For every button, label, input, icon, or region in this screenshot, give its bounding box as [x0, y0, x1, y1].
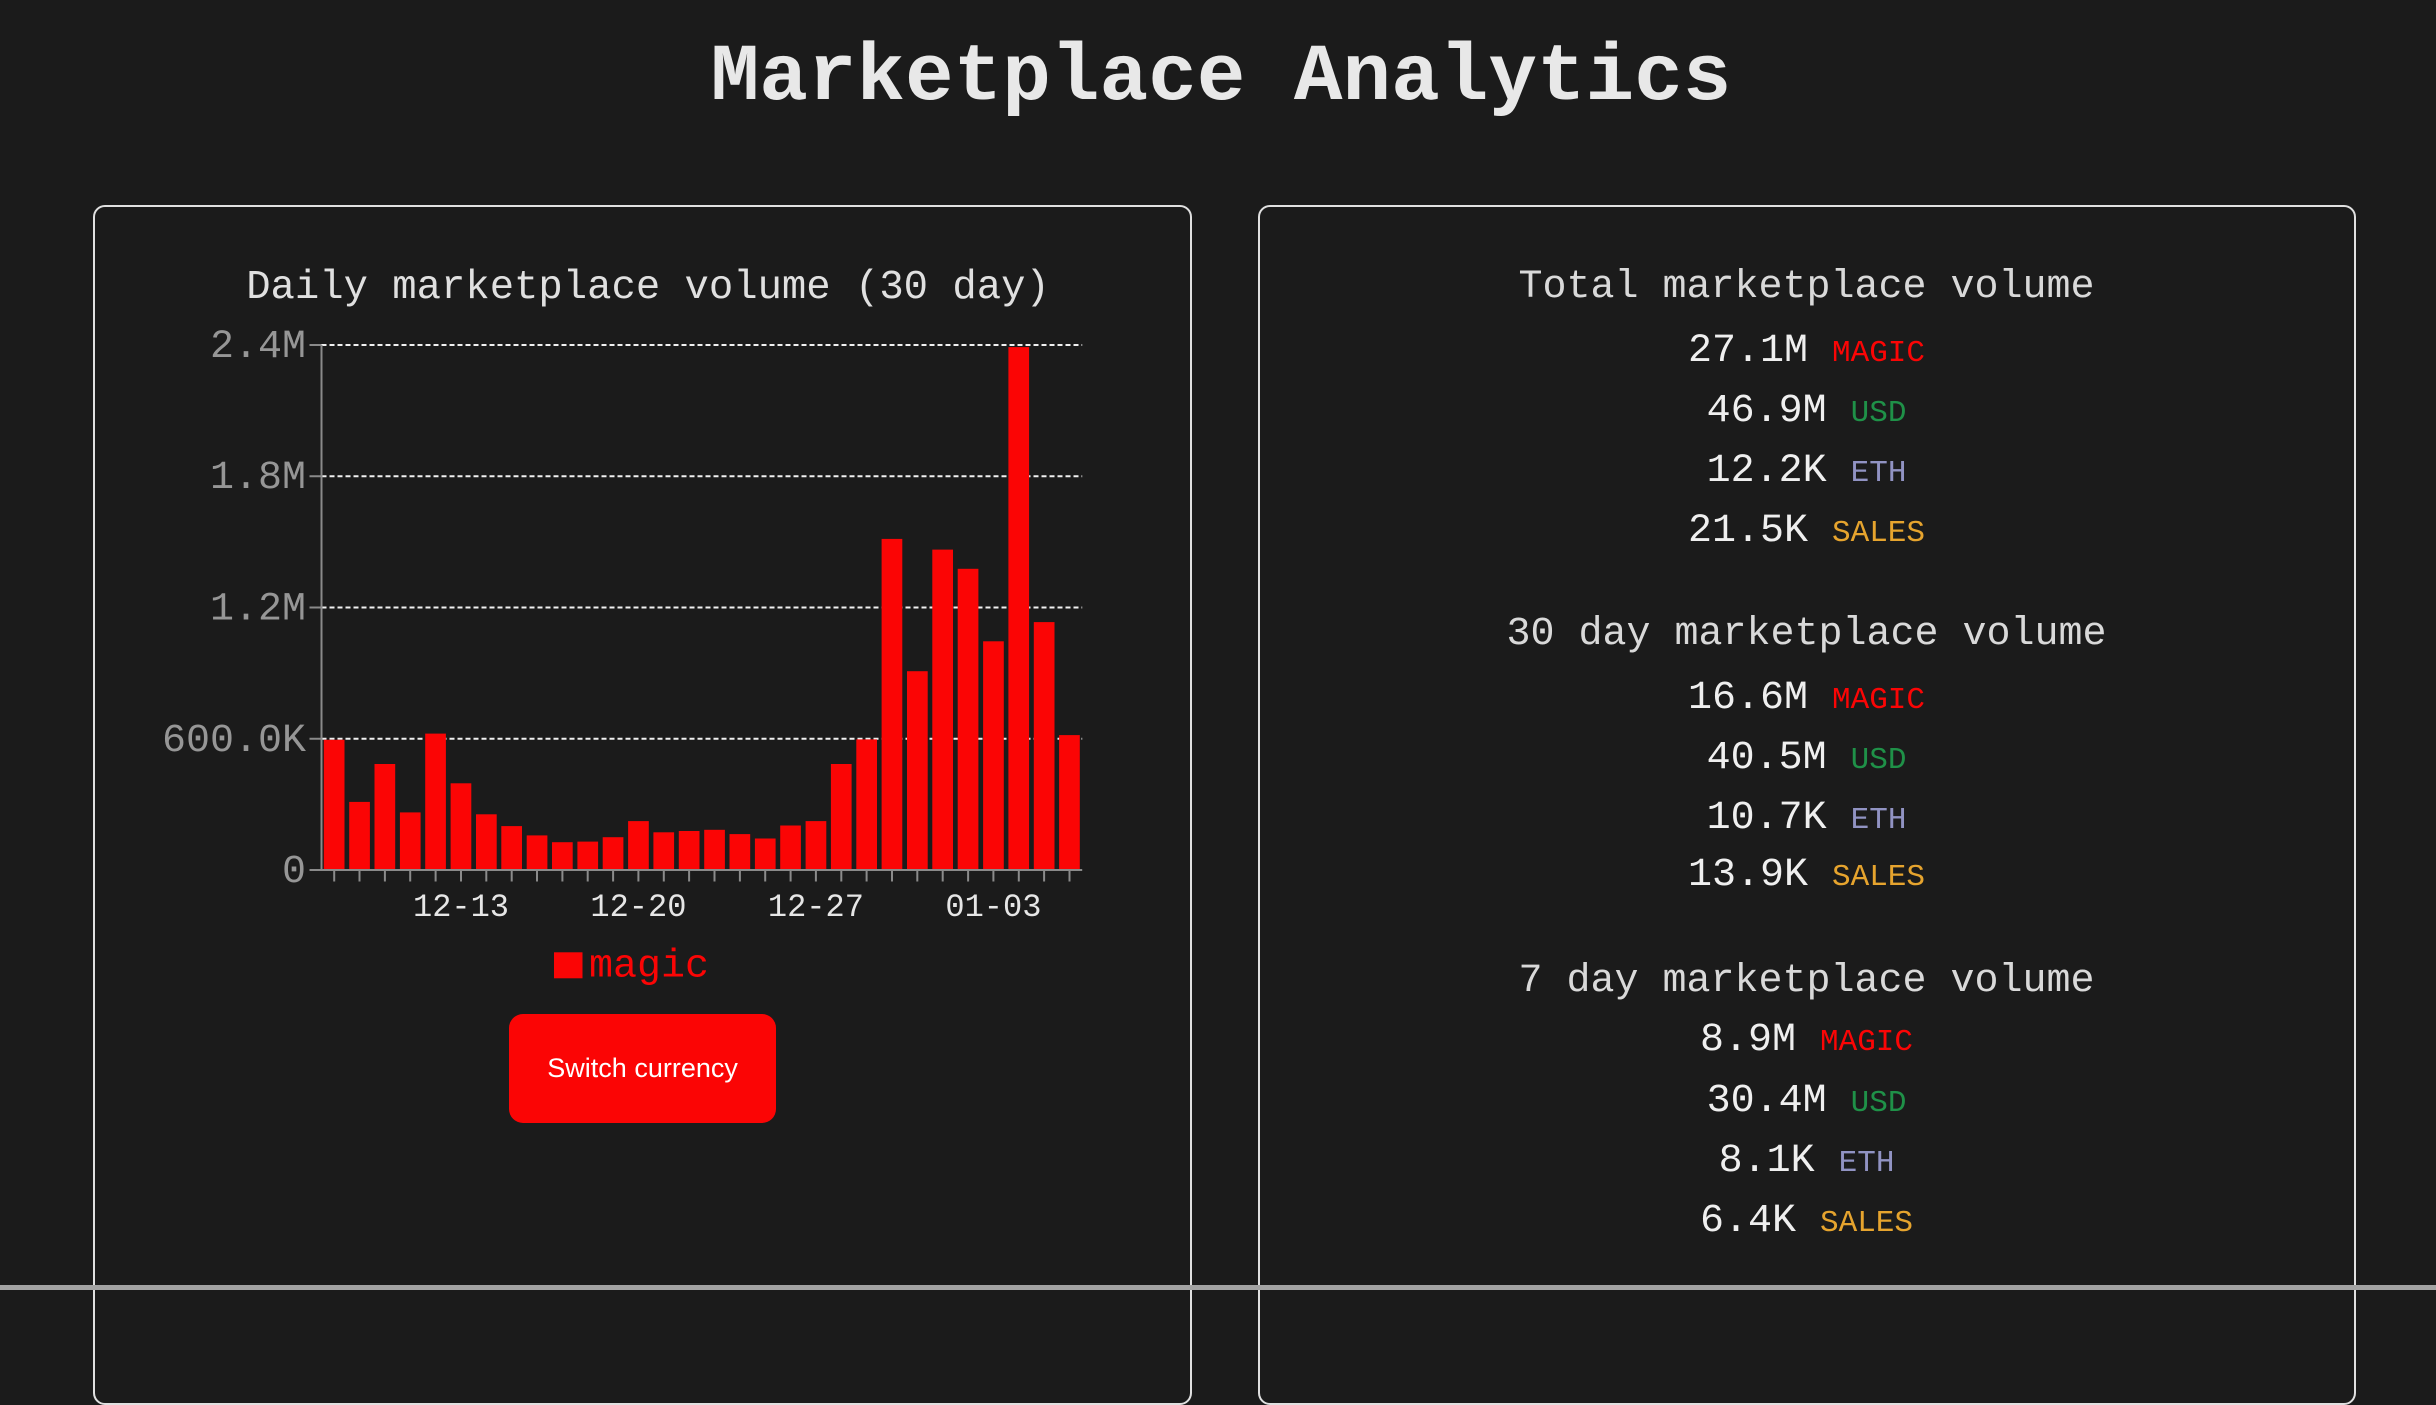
svg-text:0: 0 [282, 850, 306, 895]
svg-text:magic: magic [589, 945, 709, 990]
svg-text:12-13: 12-13 [413, 889, 509, 926]
svg-text:01-03: 01-03 [945, 889, 1041, 926]
svg-text:1.8M: 1.8M [210, 456, 306, 501]
svg-text:12-27: 12-27 [768, 889, 864, 926]
svg-text:600.0K: 600.0K [162, 719, 306, 764]
svg-text:12-20: 12-20 [590, 889, 686, 926]
svg-text:1.2M: 1.2M [210, 588, 306, 633]
svg-text:Daily marketplace volume (30 d: Daily marketplace volume (30 day) [246, 265, 1050, 311]
svg-text:2.4M: 2.4M [210, 325, 306, 370]
